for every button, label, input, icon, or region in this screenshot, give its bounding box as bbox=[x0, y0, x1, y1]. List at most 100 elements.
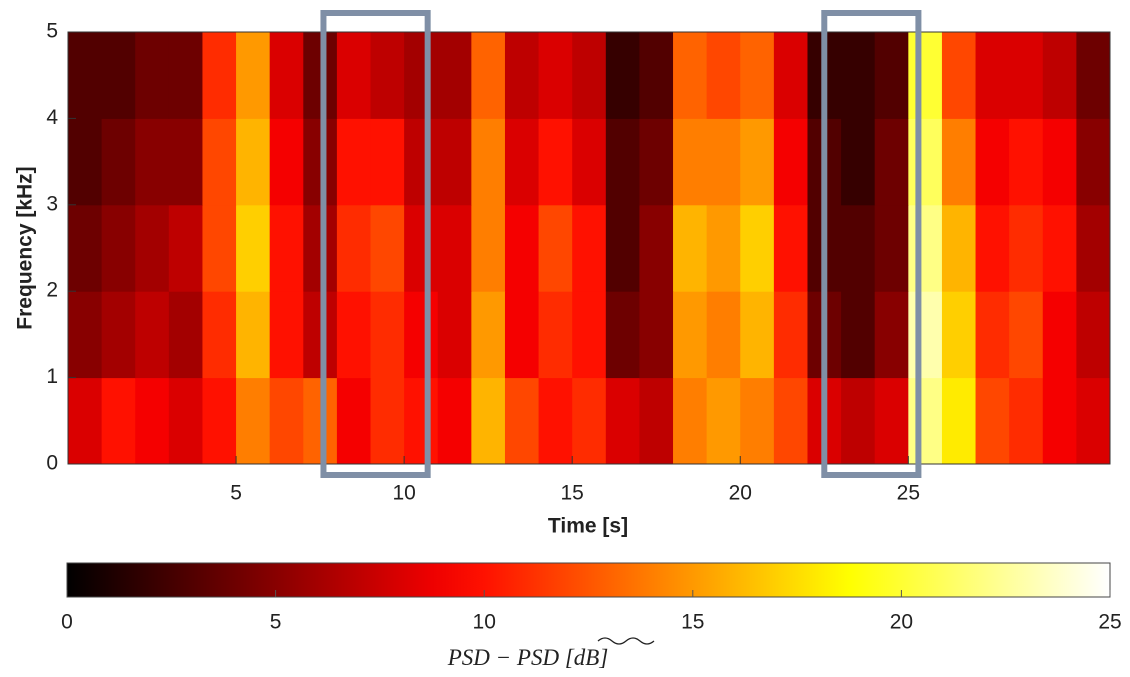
heatmap-cell bbox=[437, 204, 472, 292]
heatmap-cell bbox=[941, 32, 977, 119]
heatmap-cell bbox=[168, 204, 203, 292]
y-axis-label: Frequency [kHz] bbox=[14, 166, 37, 329]
heatmap-cell bbox=[68, 377, 103, 465]
heatmap-cell bbox=[941, 118, 977, 206]
heatmap-cell bbox=[572, 204, 607, 292]
heatmap-cell bbox=[303, 377, 338, 465]
heatmap-cell bbox=[874, 291, 909, 379]
heatmap-cell bbox=[236, 377, 271, 465]
heatmap-cell bbox=[68, 118, 103, 206]
heatmap-cell bbox=[336, 291, 372, 379]
x-tick-label: 15 bbox=[561, 482, 584, 505]
heatmap-cell bbox=[639, 118, 674, 206]
heatmap-cell bbox=[572, 118, 607, 206]
heatmap-cell bbox=[236, 32, 271, 119]
heatmap-cell bbox=[773, 291, 808, 379]
heatmap-cell bbox=[404, 32, 439, 119]
colorbar-label-part: PSD bbox=[516, 645, 560, 670]
heatmap-cell bbox=[336, 204, 372, 292]
heatmap-cell bbox=[740, 291, 775, 379]
heatmap-cell bbox=[269, 32, 304, 119]
heatmap-cell bbox=[404, 118, 439, 206]
heatmap-cell bbox=[908, 377, 943, 465]
heatmap-cell bbox=[370, 118, 405, 206]
heatmap-cell bbox=[1009, 118, 1044, 206]
heatmap-cell bbox=[673, 291, 708, 379]
heatmap-cell bbox=[168, 32, 203, 119]
heatmap-cell bbox=[1009, 32, 1044, 119]
heatmap-cell bbox=[101, 204, 136, 292]
heatmap-cell bbox=[975, 291, 1010, 379]
x-tick-label: 10 bbox=[392, 482, 415, 505]
heatmap-cell bbox=[135, 118, 170, 206]
heatmap-cell bbox=[269, 204, 304, 292]
heatmap-cell bbox=[874, 32, 909, 119]
heatmap-cell bbox=[841, 118, 876, 206]
heatmap-cell bbox=[68, 291, 103, 379]
heatmap-cell bbox=[471, 377, 506, 465]
heatmap-cell bbox=[437, 118, 472, 206]
heatmap-cell bbox=[975, 377, 1010, 465]
heatmap-cell bbox=[605, 291, 640, 379]
heatmap-cell bbox=[1076, 32, 1111, 119]
heatmap-cell bbox=[1076, 204, 1111, 292]
heatmap-cell bbox=[639, 32, 674, 119]
y-tick-label: 5 bbox=[46, 20, 58, 43]
heatmap-cell bbox=[471, 204, 506, 292]
heatmap-cell bbox=[908, 32, 943, 119]
heatmap-cell bbox=[303, 118, 338, 206]
heatmap-cell bbox=[740, 204, 775, 292]
heatmap-cell bbox=[572, 32, 607, 119]
heatmap-cell bbox=[538, 291, 573, 379]
heatmap bbox=[68, 32, 1111, 465]
heatmap-cell bbox=[101, 291, 136, 379]
heatmap-cell bbox=[572, 291, 607, 379]
heatmap-cell bbox=[538, 377, 573, 465]
heatmap-cell bbox=[202, 118, 237, 206]
heatmap-cell bbox=[572, 377, 607, 465]
heatmap-cell bbox=[706, 377, 741, 465]
heatmap-cell bbox=[874, 118, 909, 206]
heatmap-cell bbox=[135, 291, 170, 379]
y-tick-label: 0 bbox=[46, 452, 58, 475]
tilde bbox=[597, 637, 655, 645]
heatmap-cell bbox=[773, 32, 808, 119]
heatmap-cell bbox=[303, 204, 338, 292]
y-tick-label: 4 bbox=[46, 106, 58, 129]
heatmap-cell bbox=[1042, 291, 1077, 379]
colorbar bbox=[66, 562, 1111, 598]
heatmap-cell bbox=[303, 32, 338, 119]
heatmap-cell bbox=[504, 32, 540, 119]
heatmap-cell bbox=[941, 377, 977, 465]
heatmap-cell bbox=[706, 291, 741, 379]
heatmap-cell bbox=[538, 204, 573, 292]
colorbar-tick-label: 10 bbox=[473, 611, 496, 634]
heatmap-cell bbox=[437, 377, 472, 465]
heatmap-cell bbox=[639, 291, 674, 379]
heatmap-cell bbox=[1009, 377, 1044, 465]
heatmap-cell bbox=[269, 118, 304, 206]
heatmap-cell bbox=[908, 291, 943, 379]
heatmap-cell bbox=[236, 291, 271, 379]
heatmap-cell bbox=[504, 204, 540, 292]
heatmap-cell bbox=[1076, 118, 1111, 206]
colorbar-label-part: PSD − bbox=[447, 645, 517, 670]
heatmap-cell bbox=[68, 204, 103, 292]
heatmap-cell bbox=[975, 32, 1010, 119]
heatmap-cell bbox=[874, 204, 909, 292]
colorbar-label-part: [dB] bbox=[559, 645, 608, 670]
heatmap-cell bbox=[605, 377, 640, 465]
heatmap-cell bbox=[605, 204, 640, 292]
heatmap-cell bbox=[975, 204, 1010, 292]
heatmap-cell bbox=[168, 291, 203, 379]
heatmap-cell bbox=[504, 291, 540, 379]
heatmap-cell bbox=[504, 377, 540, 465]
heatmap-cell bbox=[404, 377, 439, 465]
heatmap-cell bbox=[773, 377, 808, 465]
heatmap-cell bbox=[168, 118, 203, 206]
heatmap-cell bbox=[202, 377, 237, 465]
heatmap-cell bbox=[538, 118, 573, 206]
heatmap-cell bbox=[706, 32, 741, 119]
heatmap-cell bbox=[101, 32, 136, 119]
plot-frame bbox=[67, 31, 1111, 465]
